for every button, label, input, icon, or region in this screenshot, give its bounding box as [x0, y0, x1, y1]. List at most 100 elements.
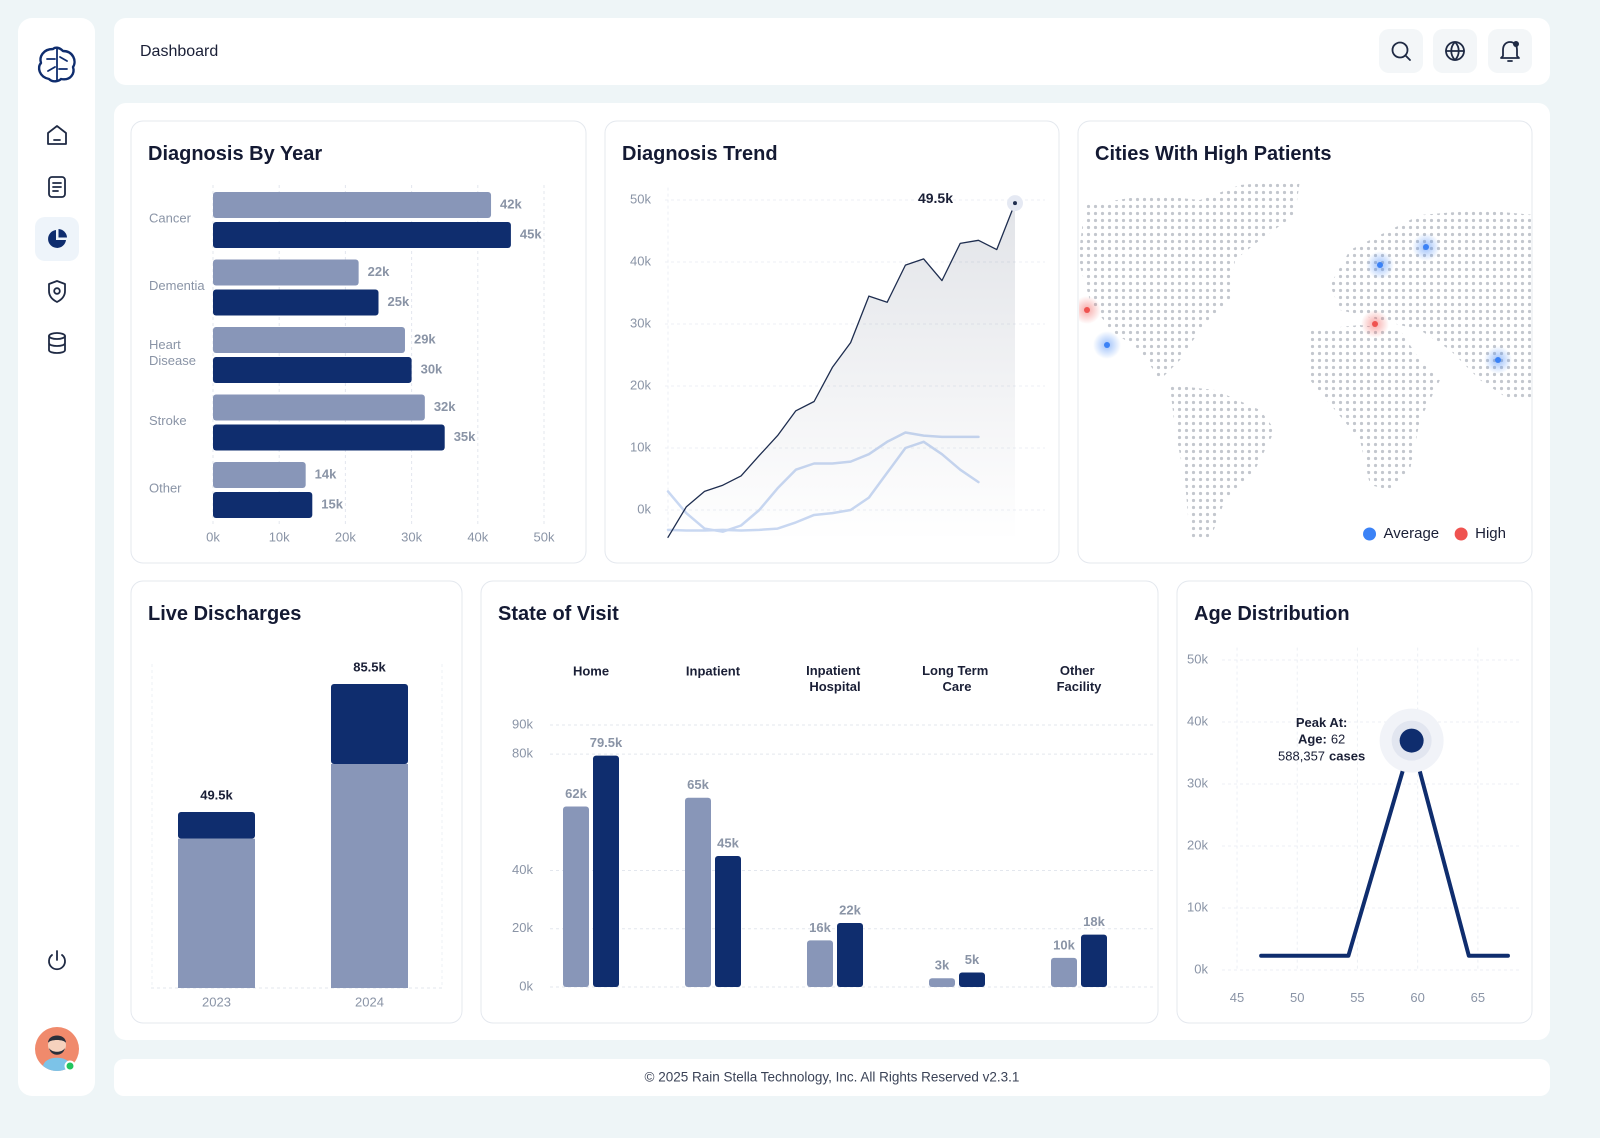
home-icon	[47, 125, 67, 145]
y-tick-label: 20k	[1187, 837, 1208, 852]
label-line: Hospital	[809, 679, 860, 694]
city-average[interactable]	[1104, 342, 1110, 348]
bar	[213, 424, 445, 451]
bar	[213, 192, 492, 218]
legend-swatch	[1363, 527, 1377, 541]
y-tick-label: 30k	[1187, 775, 1208, 790]
chart-title: Live Discharges	[148, 603, 301, 625]
value-label: 18k	[1083, 914, 1105, 929]
category-label: Long Term Care	[922, 663, 992, 694]
nav-security[interactable]	[48, 280, 66, 303]
bell-badge	[1513, 41, 1519, 47]
bar	[213, 222, 511, 248]
x-tick-label: 60	[1410, 990, 1424, 1005]
legend-swatch	[1454, 527, 1468, 541]
bar	[807, 940, 833, 987]
chart-title: Diagnosis Trend	[622, 143, 778, 165]
bar	[213, 462, 306, 488]
label-line: Facility	[1057, 679, 1103, 694]
value-label: 25k	[388, 294, 410, 309]
value-label: 15k	[321, 496, 343, 511]
footer	[114, 1059, 1550, 1096]
sidebar	[18, 18, 95, 1096]
chart-title: State of Visit	[498, 603, 619, 625]
y-tick-label: 0k	[637, 501, 651, 516]
chart-title: Cities With High Patients	[1095, 143, 1332, 165]
label-line: Care	[943, 679, 972, 694]
status-dot	[64, 1060, 76, 1072]
value-label: 45k	[520, 226, 542, 241]
bar	[1051, 957, 1077, 987]
y-tick-label: 40k	[1187, 713, 1208, 728]
x-tick-label: 2024	[355, 994, 384, 1009]
bar	[929, 978, 955, 987]
bar	[563, 806, 589, 987]
city-average[interactable]	[1377, 262, 1383, 268]
city-average[interactable]	[1495, 357, 1501, 363]
bar	[213, 259, 359, 286]
value-label: 79.5k	[590, 735, 623, 750]
bar	[837, 922, 863, 987]
db-body	[48, 335, 66, 354]
bar-segment	[331, 684, 408, 764]
category-label: Heart Disease	[149, 337, 196, 368]
logo-brain	[37, 46, 76, 83]
nav-database[interactable]	[48, 332, 66, 354]
x-tick-label: 50k	[534, 529, 555, 544]
nav-reports[interactable]	[48, 176, 66, 198]
legend-label: Average	[1384, 525, 1440, 542]
value-label: 29k	[414, 331, 436, 346]
bar	[213, 327, 405, 353]
category-label: Home	[573, 663, 609, 678]
label-line: Long Term	[922, 663, 992, 678]
bar	[213, 289, 379, 316]
value-label: 14k	[315, 466, 337, 481]
annotation-part: 62	[1331, 732, 1345, 747]
x-tick-label: 20k	[335, 529, 356, 544]
category-label: Inpatient Hospital	[806, 663, 864, 694]
chart-title: Diagnosis By Year	[148, 143, 322, 165]
nav-home[interactable]	[47, 125, 67, 145]
value-label: 22k	[839, 902, 861, 917]
y-tick-label: 0k	[519, 978, 533, 993]
total-label: 49.5k	[200, 787, 233, 802]
x-tick-label: 40k	[467, 529, 488, 544]
end-label: 49.5k	[918, 190, 953, 206]
bar	[715, 856, 741, 987]
x-tick-label: 55	[1350, 990, 1364, 1005]
y-tick-label: 50k	[1187, 651, 1208, 666]
shield-dot	[53, 287, 61, 295]
end-point	[1013, 201, 1017, 206]
y-tick-label: 10k	[630, 439, 651, 454]
logout[interactable]	[48, 950, 66, 971]
bar	[213, 492, 313, 518]
bar-segment	[178, 838, 255, 988]
category-label: Cancer	[149, 210, 192, 225]
y-tick-label: 50k	[630, 191, 651, 206]
city-high[interactable]	[1372, 321, 1378, 327]
bar-segment	[178, 812, 255, 839]
globe-lines	[1445, 41, 1465, 61]
avatar-hair	[48, 1035, 66, 1055]
y-tick-label: 30k	[630, 315, 651, 330]
area	[668, 203, 1015, 541]
nav-analytics[interactable]	[48, 229, 67, 248]
search-button[interactable]	[1379, 29, 1423, 73]
city-average[interactable]	[1423, 244, 1429, 250]
label-line: Other	[1060, 663, 1098, 678]
x-tick-label: 2023	[202, 994, 231, 1009]
annotation-part: Age:	[1298, 732, 1327, 747]
chart-panel	[480, 580, 1159, 1024]
x-tick-label: 45	[1230, 990, 1244, 1005]
label-line: Heart	[149, 337, 184, 352]
notifications-button[interactable]	[1488, 29, 1532, 73]
footer-text: © 2025 Rain Stella Technology, Inc. All …	[645, 1070, 1020, 1085]
city-high[interactable]	[1084, 307, 1090, 313]
avatar[interactable]	[35, 1027, 79, 1072]
legend-label: High	[1475, 525, 1506, 542]
y-tick-label: 0k	[1194, 961, 1208, 976]
shield-icon	[48, 280, 66, 303]
label-line: Disease	[149, 353, 196, 368]
